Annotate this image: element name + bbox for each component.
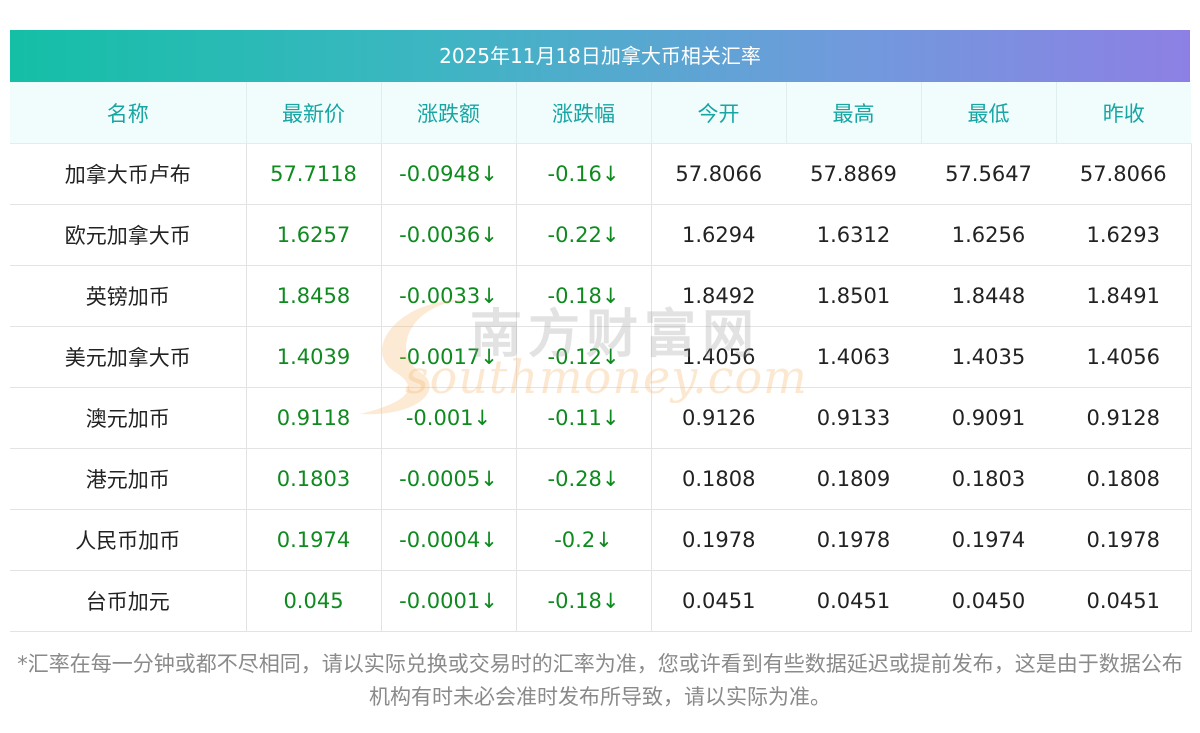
table-row: 加拿大币卢布 57.7118 -0.0948↓ -0.16↓ 57.8066 57.886… [10,143,1192,205]
cell-high: 0.1978 [786,509,921,571]
table-row: 欧元加拿大币 1.6257 -0.0036↓ -0.22↓ 1.6294 1.6312 1.… [10,204,1192,266]
cell-latest: 1.4039 [246,326,382,388]
cell-change: -0.0005↓ [381,448,517,510]
cell-low: 1.4035 [921,326,1056,388]
header-high: 最高 [786,82,922,144]
cell-name: 欧元加拿大币 [10,204,247,266]
cell-prev-close: 57.8066 [1056,143,1192,205]
header-open: 今开 [651,82,787,144]
cell-high: 0.9133 [786,387,921,449]
cell-high: 1.6312 [786,204,921,266]
cell-name: 港元加币 [10,448,247,510]
cell-latest: 1.8458 [246,265,382,327]
cell-change: -0.0004↓ [381,509,517,571]
cell-low: 1.6256 [921,204,1056,266]
header-change-pct: 涨跌幅 [516,82,652,144]
cell-prev-close: 0.9128 [1056,387,1192,449]
cell-change: -0.001↓ [381,387,517,449]
cell-low: 0.1803 [921,448,1056,510]
header-change: 涨跌额 [381,82,517,144]
cell-high: 0.0451 [786,570,921,632]
cell-change-pct: -0.12↓ [516,326,652,388]
table-row: 澳元加币 0.9118 -0.001↓ -0.11↓ 0.9126 0.9133 0.909… [10,387,1192,449]
cell-low: 57.5647 [921,143,1056,205]
cell-name: 加拿大币卢布 [10,143,247,205]
header-low: 最低 [921,82,1057,144]
cell-high: 57.8869 [786,143,921,205]
cell-open: 57.8066 [651,143,786,205]
cell-low: 0.1974 [921,509,1056,571]
cell-open: 1.6294 [651,204,786,266]
cell-low: 0.9091 [921,387,1056,449]
cell-name: 澳元加币 [10,387,247,449]
cell-name: 英镑加币 [10,265,247,327]
cell-open: 0.0451 [651,570,786,632]
cell-low: 0.0450 [921,570,1056,632]
cell-name: 人民币加币 [10,509,247,571]
cell-change: -0.0033↓ [381,265,517,327]
cell-prev-close: 1.4056 [1056,326,1192,388]
cell-change: -0.0948↓ [381,143,517,205]
table-header-row: 名称 最新价 涨跌额 涨跌幅 今开 最高 最低 昨收 [10,82,1191,144]
table-row: 港元加币 0.1803 -0.0005↓ -0.28↓ 0.1808 0.1809 0.18… [10,448,1192,510]
header-name: 名称 [10,82,247,144]
cell-open: 0.1978 [651,509,786,571]
cell-prev-close: 1.8491 [1056,265,1192,327]
cell-latest: 0.1803 [246,448,382,510]
table-row: 台币加元 0.045 -0.0001↓ -0.18↓ 0.0451 0.0451 0.045… [10,570,1192,632]
cell-name: 美元加拿大币 [10,326,247,388]
rates-table: 名称 最新价 涨跌额 涨跌幅 今开 最高 最低 昨收 加拿大币卢布 57.7118… [10,82,1192,632]
cell-prev-close: 0.1978 [1056,509,1192,571]
cell-change-pct: -0.18↓ [516,265,652,327]
cell-prev-close: 0.0451 [1056,570,1192,632]
cell-prev-close: 0.1808 [1056,448,1192,510]
cell-low: 1.8448 [921,265,1056,327]
cell-change-pct: -0.22↓ [516,204,652,266]
cell-change-pct: -0.16↓ [516,143,652,205]
cell-high: 1.4063 [786,326,921,388]
cell-open: 1.8492 [651,265,786,327]
cell-latest: 1.6257 [246,204,382,266]
table-row: 美元加拿大币 1.4039 -0.0017↓ -0.12↓ 1.4056 1.4063 1.… [10,326,1192,388]
cell-change-pct: -0.11↓ [516,387,652,449]
cell-change: -0.0036↓ [381,204,517,266]
cell-prev-close: 1.6293 [1056,204,1192,266]
disclaimer-note: *汇率在每一分钟或都不尽相同，请以实际兑换或交易时的汇率为准，您或许看到有些数据… [17,652,1183,709]
cell-name: 台币加元 [10,570,247,632]
table-row: 英镑加币 1.8458 -0.0033↓ -0.18↓ 1.8492 1.8501 1.84… [10,265,1192,327]
cell-change-pct: -0.18↓ [516,570,652,632]
cell-change-pct: -0.28↓ [516,448,652,510]
cell-change-pct: -0.2↓ [516,509,652,571]
cell-latest: 0.9118 [246,387,382,449]
cell-latest: 57.7118 [246,143,382,205]
cell-high: 1.8501 [786,265,921,327]
table-title: 2025年11月18日加拿大币相关汇率 [10,30,1190,82]
cell-change: -0.0017↓ [381,326,517,388]
cell-latest: 0.045 [246,570,382,632]
header-prev-close: 昨收 [1056,82,1191,144]
cell-high: 0.1809 [786,448,921,510]
rates-card: 2025年11月18日加拿大币相关汇率 名称 最新价 涨跌额 涨跌幅 今开 最高… [10,30,1192,632]
cell-change: -0.0001↓ [381,570,517,632]
cell-latest: 0.1974 [246,509,382,571]
cell-open: 0.1808 [651,448,786,510]
header-latest: 最新价 [246,82,382,144]
cell-open: 1.4056 [651,326,786,388]
table-row: 人民币加币 0.1974 -0.0004↓ -0.2↓ 0.1978 0.1978 0.19… [10,509,1192,571]
cell-open: 0.9126 [651,387,786,449]
